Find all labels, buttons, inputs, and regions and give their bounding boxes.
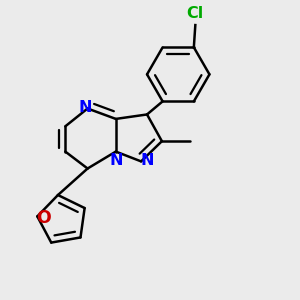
Text: O: O	[37, 209, 51, 227]
Text: N: N	[109, 153, 123, 168]
Text: N: N	[141, 153, 154, 168]
Text: N: N	[79, 100, 92, 115]
Text: Cl: Cl	[187, 6, 204, 21]
